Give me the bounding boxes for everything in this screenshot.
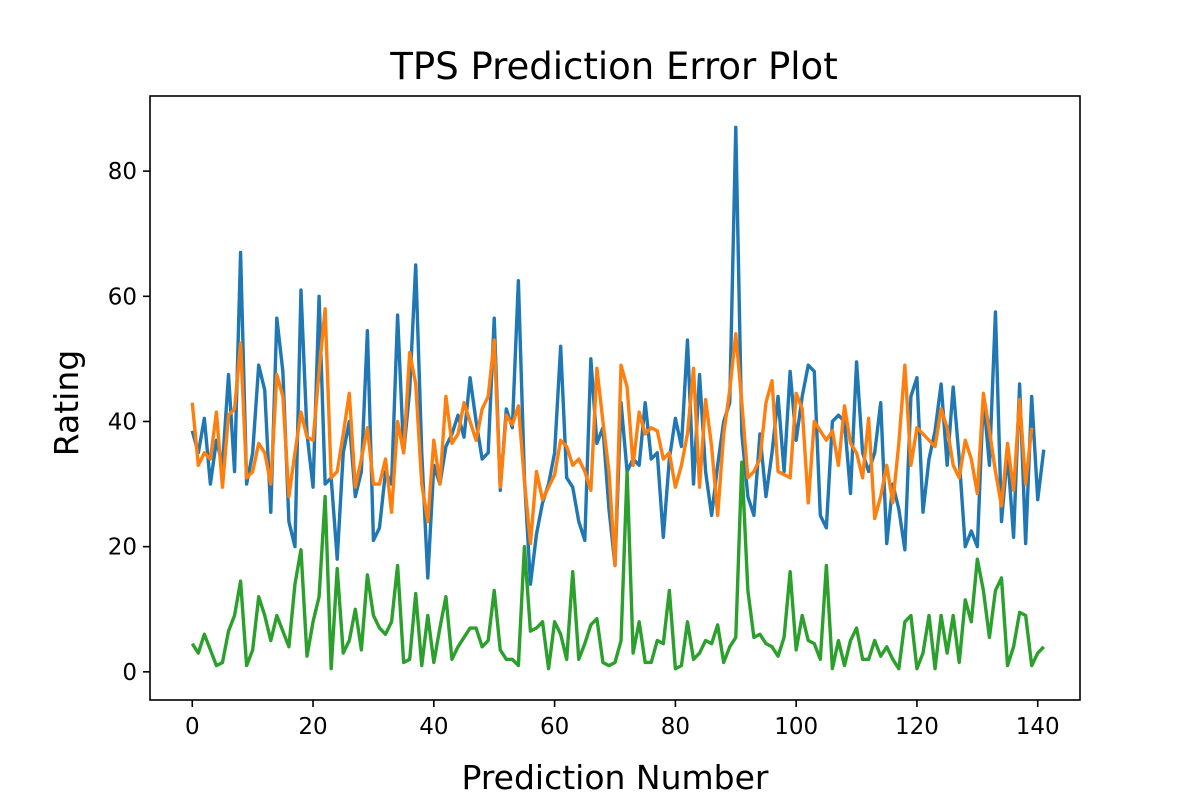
x-tick-label: 60 <box>540 714 569 740</box>
y-tick-label: 40 <box>108 409 137 435</box>
y-tick-label: 80 <box>108 159 137 185</box>
y-tick-label: 20 <box>108 535 137 561</box>
y-axis: 0 20 40 60 80 <box>108 159 150 686</box>
x-tick-label: 0 <box>185 714 200 740</box>
series-line-2 <box>190 307 1034 568</box>
x-axis-label: Prediction Number <box>462 758 769 797</box>
y-axis-label: Rating <box>47 350 86 456</box>
plot-area-frame <box>149 95 1081 701</box>
x-tick-label: 140 <box>1016 714 1060 740</box>
x-tick-label: 80 <box>661 714 690 740</box>
x-tick-label: 100 <box>774 714 818 740</box>
x-tick-label: 40 <box>419 714 448 740</box>
chart-title: TPS Prediction Error Plot <box>389 45 837 88</box>
x-tick-label: 120 <box>895 714 939 740</box>
x-tick-label: 20 <box>298 714 327 740</box>
y-tick-label: 60 <box>108 284 137 310</box>
y-tick-label: 0 <box>122 660 137 686</box>
series-line-3 <box>190 460 1045 671</box>
series-layer <box>190 125 1046 671</box>
x-axis: 0 20 40 60 80 100 120 140 <box>185 700 1060 740</box>
